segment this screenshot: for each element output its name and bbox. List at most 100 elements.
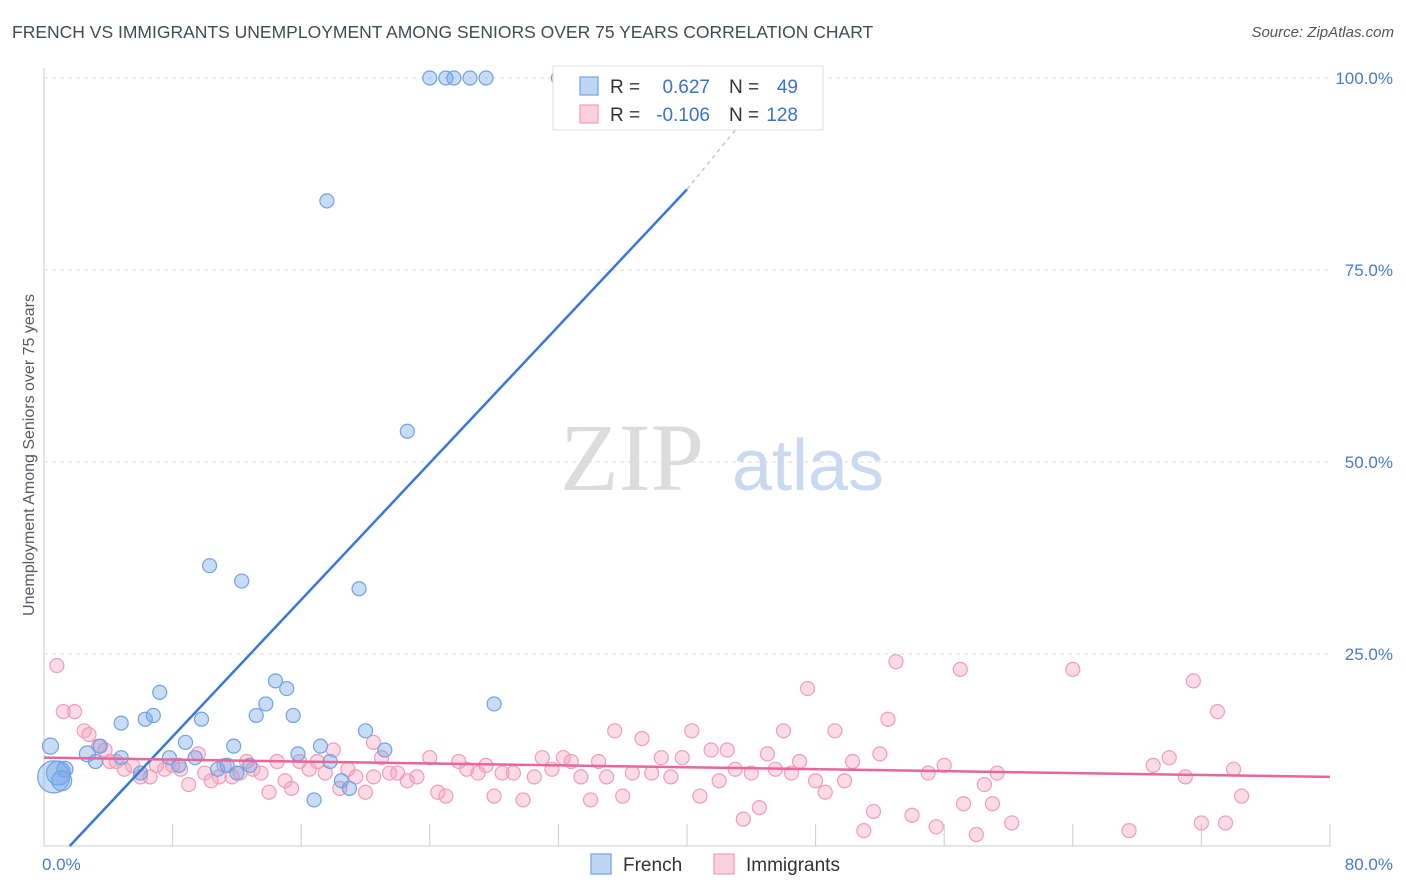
- immigrants-point-120: [1225, 761, 1242, 777]
- immigrants-point-86: [775, 723, 792, 739]
- immigrants-point-4: [81, 727, 97, 743]
- bottom-legend: French Immigrants: [590, 853, 840, 876]
- french-point-27: [279, 680, 295, 697]
- immigrants-point-119: [1217, 815, 1234, 831]
- immigrants-point-83: [751, 799, 767, 816]
- french-point-26: [267, 673, 284, 689]
- immigrants-point-41: [365, 769, 382, 785]
- french-point-41: [438, 70, 454, 86]
- french-point-38: [319, 193, 335, 209]
- french-point-19: [210, 761, 226, 777]
- immigrants-point-76: [692, 788, 708, 804]
- immigrants-point-66: [599, 769, 615, 785]
- french-point-44: [478, 70, 494, 86]
- immigrants-point-69: [624, 765, 640, 781]
- immigrants-point-112: [1121, 823, 1137, 839]
- immigrants-point-58: [526, 769, 542, 785]
- immigrants-point-108: [984, 796, 1001, 812]
- stats-r-label-0: R =: [610, 77, 640, 98]
- immigrants-point-116: [1185, 673, 1201, 689]
- bottom-legend-label-1: Immigrants: [746, 855, 840, 876]
- immigrants-trend-line: [43, 756, 1331, 779]
- immigrants-point-43: [382, 765, 398, 781]
- french-point-39: [399, 423, 415, 439]
- immigrants-point-64: [582, 792, 599, 808]
- watermark: ZIP atlas: [560, 404, 884, 511]
- immigrants-point-72: [653, 750, 669, 766]
- immigrants-point-93: [836, 773, 853, 789]
- immigrants-point-31: [283, 780, 300, 797]
- y-axis-label: Unemployment Among Seniors over 75 years: [21, 294, 38, 616]
- immigrants-point-105: [955, 796, 972, 812]
- immigrants-point-40: [357, 784, 374, 800]
- chart-source: Source: ZipAtlas.com: [1251, 24, 1394, 41]
- immigrants-point-96: [865, 803, 882, 820]
- french-point-6: [87, 753, 104, 770]
- immigrants-point-75: [684, 723, 700, 739]
- series-immigrants: [49, 654, 1250, 843]
- immigrants-point-39: [348, 769, 364, 785]
- french-point-21: [226, 738, 242, 754]
- immigrants-point-20: [203, 773, 219, 789]
- immigrants-point-107: [976, 776, 992, 793]
- french-point-45: [486, 696, 502, 712]
- french-point-40: [422, 70, 438, 86]
- immigrants-point-88: [791, 753, 808, 770]
- bottom-legend-swatch-1: [713, 853, 735, 875]
- stats-r-label-1: R =: [610, 105, 640, 126]
- french-point-18: [201, 558, 218, 574]
- y-tick-label-2: 75.0%: [1345, 261, 1393, 280]
- immigrants-point-0: [49, 657, 65, 674]
- french-trend-line: [68, 188, 688, 847]
- immigrants-point-63: [573, 769, 589, 785]
- stats-legend: R = 0.627 N = 49 R = -0.106 N = 128: [552, 65, 824, 131]
- french-point-48: [132, 765, 149, 781]
- immigrants-point-51: [459, 761, 475, 777]
- immigrants-point-79: [719, 742, 735, 758]
- french-point-43: [462, 70, 478, 86]
- immigrants-point-117: [1193, 815, 1210, 831]
- french-point-36: [357, 723, 374, 739]
- y-tick-label-3: 100.0%: [1335, 69, 1393, 88]
- axes: [43, 68, 1331, 847]
- immigrants-point-55: [494, 765, 510, 781]
- french-point-24: [248, 707, 264, 724]
- y-tick-label-1: 50.0%: [1345, 453, 1393, 472]
- immigrants-point-48: [430, 784, 446, 800]
- immigrants-point-71: [644, 765, 660, 781]
- immigrants-point-67: [607, 723, 623, 739]
- immigrants-point-42: [373, 750, 390, 766]
- immigrants-point-102: [928, 819, 944, 835]
- x-tick-label-0: 0.0%: [42, 855, 81, 874]
- immigrants-point-27: [253, 765, 269, 781]
- immigrants-point-111: [1065, 661, 1081, 677]
- french-point-47: [229, 765, 245, 781]
- french-point-35: [351, 581, 367, 597]
- immigrants-point-91: [817, 784, 833, 800]
- immigrants-point-2: [66, 703, 83, 720]
- immigrants-point-98: [880, 711, 896, 727]
- immigrants-point-81: [735, 811, 751, 827]
- x-tick-labels: 0.0% 80.0%: [42, 855, 1393, 874]
- immigrants-point-49: [438, 788, 454, 804]
- french-point-7: [92, 738, 108, 754]
- immigrants-point-54: [486, 788, 502, 804]
- immigrants-point-1: [55, 703, 71, 720]
- immigrants-point-94: [844, 753, 861, 770]
- immigrants-point-52: [470, 765, 486, 781]
- x-tick-label-1: 80.0%: [1345, 855, 1393, 874]
- french-point-29: [290, 746, 306, 762]
- stats-r-value-0: 0.627: [662, 77, 710, 98]
- french-point-37: [377, 742, 393, 758]
- immigrants-point-68: [615, 788, 631, 804]
- immigrants-point-78: [711, 773, 727, 789]
- french-point-25: [258, 696, 274, 712]
- immigrants-point-45: [399, 773, 415, 789]
- immigrants-point-9: [116, 761, 132, 777]
- french-point-3: [56, 760, 74, 778]
- french-point-33: [333, 773, 349, 789]
- stats-swatch-0: [579, 76, 599, 96]
- stats-n-label-0: N =: [729, 77, 759, 98]
- immigrants-point-118: [1209, 703, 1226, 720]
- immigrants-point-46: [409, 769, 425, 785]
